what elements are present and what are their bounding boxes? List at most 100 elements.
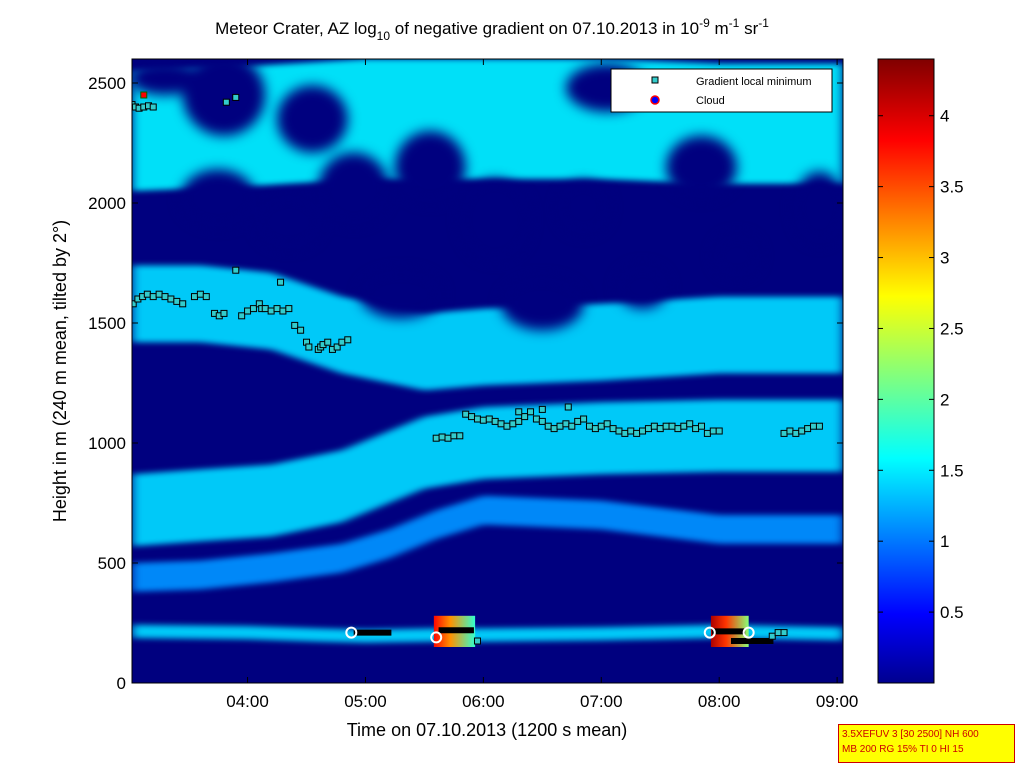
gradient-minimum-marker xyxy=(692,425,700,433)
gradient-minimum-marker xyxy=(190,293,198,301)
gradient-minimum-marker xyxy=(591,425,599,433)
gradient-minimum-marker xyxy=(432,434,440,442)
gradient-minimum-marker xyxy=(297,326,305,334)
gradient-minimum-marker xyxy=(273,305,281,313)
gradient-minimum-marker xyxy=(556,422,564,430)
x-tick-label: 05:00 xyxy=(344,692,387,711)
gradient-minimum-marker xyxy=(650,422,658,430)
gradient-minimum-marker xyxy=(485,415,493,423)
gradient-minimum-marker xyxy=(792,429,800,437)
colorbar: 0.5 1 1.5 2 2.5 3 3.5 4 xyxy=(877,58,964,684)
legend: Gradient local minimum Cloud xyxy=(610,68,833,113)
cloud-marker xyxy=(742,626,755,639)
heatmap-low-region xyxy=(793,171,843,244)
gradient-minimum-marker xyxy=(544,422,552,430)
gradient-minimum-marker xyxy=(305,343,313,351)
heatmap-low-region xyxy=(459,179,531,261)
x-axis-label: Time on 07.10.2013 (1200 s mean) xyxy=(347,720,628,740)
gradient-minimum-marker xyxy=(344,336,352,344)
y-tick-label: 0 xyxy=(117,674,126,693)
heatmap-low-region xyxy=(277,85,348,153)
gradient-minimum-marker xyxy=(473,415,481,423)
heatmap-low-region xyxy=(501,277,584,331)
gradient-minimum-marker xyxy=(768,632,776,640)
gradient-minimum-marker xyxy=(668,422,676,430)
heatmap-low-region xyxy=(255,195,322,249)
cloud-marker xyxy=(345,626,358,639)
cloud-marker xyxy=(430,631,443,644)
gradient-minimum-marker xyxy=(438,433,446,441)
gradient-minimum-marker xyxy=(574,417,582,425)
colorbar-tick-label: 2.5 xyxy=(940,319,964,338)
gradient-minimum-marker xyxy=(196,290,204,298)
gradient-minimum-marker xyxy=(639,427,647,435)
gradient-minimum-marker xyxy=(538,417,546,425)
gradient-minimum-marker xyxy=(686,420,694,428)
gradient-minimum-marker xyxy=(249,305,257,313)
heatmap-low-region xyxy=(713,234,761,278)
gradient-minimum-marker xyxy=(603,420,611,428)
gradient-minimum-marker xyxy=(149,103,157,111)
heatmap-low-region xyxy=(557,181,610,235)
legend-marker-gradient-minimum xyxy=(651,76,659,84)
gradient-minimum-marker xyxy=(515,417,523,425)
gradient-minimum-marker xyxy=(143,290,151,298)
y-tick-label: 1500 xyxy=(88,314,126,333)
gradient-minimum-marker xyxy=(202,293,210,301)
gradient-minimum-marker xyxy=(597,422,605,430)
info-box: 3.5XEFUV 3 [30 2500] NH 600 MB 200 RG 15… xyxy=(838,724,1015,763)
gradient-minimum-marker xyxy=(277,278,285,286)
colorbar-tick-label: 1.5 xyxy=(940,461,964,480)
gradient-minimum-marker xyxy=(491,417,499,425)
gradient-minimum-marker xyxy=(324,338,332,346)
gradient-minimum-marker xyxy=(798,427,806,435)
colorbar-scale xyxy=(877,58,935,684)
gradient-minimum-marker xyxy=(132,300,137,308)
gradient-minimum-marker xyxy=(497,420,505,428)
gradient-minimum-marker xyxy=(709,427,717,435)
gradient-minimum-marker xyxy=(238,312,246,320)
x-tick-label: 06:00 xyxy=(462,692,505,711)
legend-label-gradient-minimum: Gradient local minimum xyxy=(696,76,812,88)
y-axis-label: Height in m (240 m mean, tilted by 2°) xyxy=(50,220,70,522)
gradient-minimum-marker xyxy=(568,422,576,430)
colorbar-tick-label: 0.5 xyxy=(940,603,964,622)
info-line-2: MB 200 RG 15% TI 0 HI 15 xyxy=(842,744,964,755)
gradient-minimum-marker xyxy=(662,422,670,430)
gradient-minimum-marker xyxy=(338,338,346,346)
gradient-minimum-marker xyxy=(633,429,641,437)
colorbar-tick-label: 2 xyxy=(940,390,949,409)
gradient-minimum-marker xyxy=(285,305,293,313)
gradient-minimum-marker xyxy=(532,415,540,423)
y-tick-label: 2000 xyxy=(88,194,126,213)
gradient-minimum-marker xyxy=(786,427,794,435)
gradient-minimum-marker xyxy=(703,429,711,437)
gradient-minimum-marker xyxy=(261,305,269,313)
gradient-minimum-marker xyxy=(333,343,341,351)
heatmap-low-region xyxy=(359,270,443,319)
gradient-minimum-marker xyxy=(580,415,588,423)
gradient-minimum-marker xyxy=(450,432,458,440)
heatmap-band xyxy=(132,399,843,547)
x-tick-label: 08:00 xyxy=(698,692,741,711)
gradient-minimum-marker xyxy=(609,425,617,433)
gradient-minimum-marker xyxy=(627,427,635,435)
heatmap-low-region xyxy=(182,59,266,136)
gradient-minimum-marker xyxy=(780,429,788,437)
gradient-minimum-marker xyxy=(179,300,187,308)
gradient-minimum-marker xyxy=(503,422,511,430)
info-line-1: 3.5XEFUV 3 [30 2500] NH 600 xyxy=(842,729,979,740)
gradient-minimum-marker xyxy=(674,425,682,433)
gradient-minimum-marker xyxy=(279,307,287,315)
gradient-minimum-marker xyxy=(562,420,570,428)
gradient-minimum-marker xyxy=(774,629,782,637)
gradient-minimum-marker xyxy=(621,429,629,437)
gradient-minimum-marker xyxy=(291,321,299,329)
legend-label-cloud: Cloud xyxy=(696,95,725,107)
heatmap-low-region xyxy=(180,169,256,227)
plot-frame xyxy=(131,58,844,684)
gradient-minimum-marker xyxy=(585,422,593,430)
gradient-minimum-marker xyxy=(473,637,481,645)
gradient-minimum-marker xyxy=(155,290,163,298)
